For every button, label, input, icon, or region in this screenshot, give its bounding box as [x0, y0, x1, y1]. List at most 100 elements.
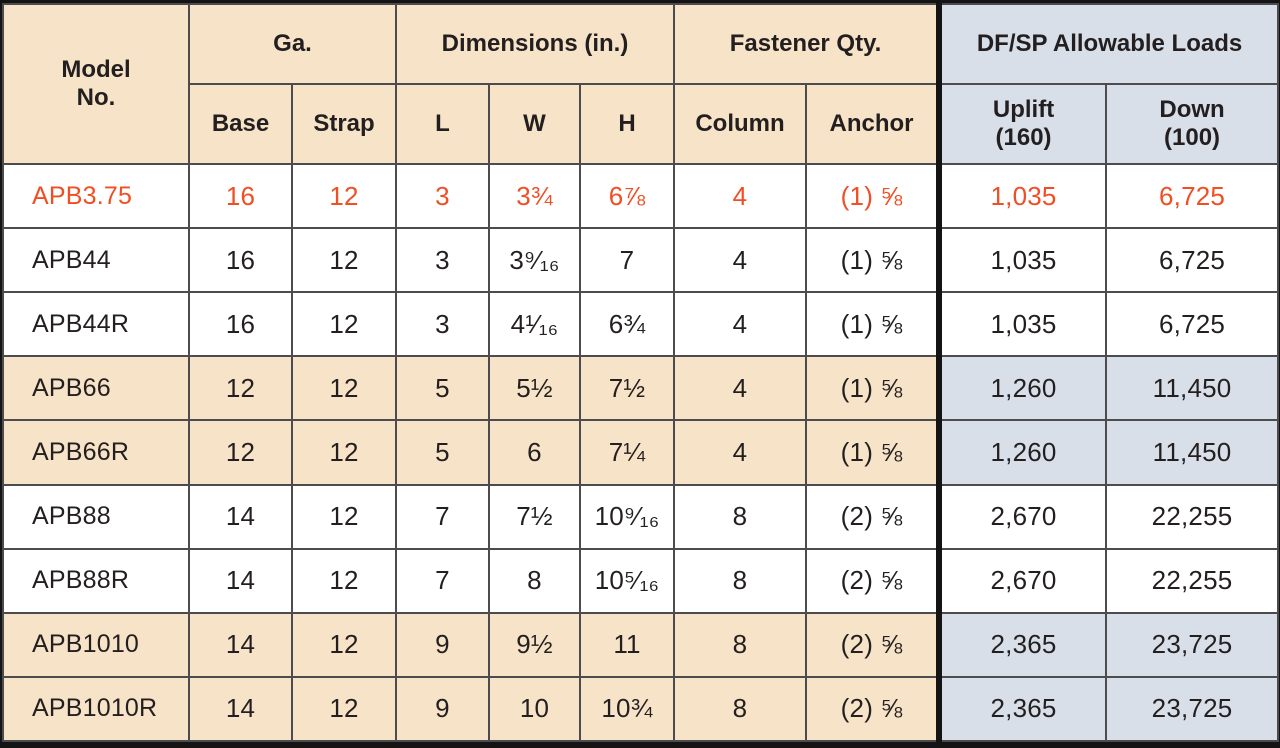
- cell-h: 7¼: [578, 419, 676, 486]
- table-header: Model No. Ga. Dimensions (in.) Fastener …: [2, 3, 1280, 165]
- cell-anchor: (2) ⅝: [805, 483, 941, 550]
- cell-h: 10⁵⁄₁₆: [578, 547, 676, 614]
- cell-uplift: 2,365: [936, 611, 1108, 678]
- header-h: H: [578, 83, 676, 165]
- cell-w: 6: [488, 419, 581, 486]
- cell-anchor: (2) ⅝: [805, 547, 941, 614]
- cell-l: 5: [395, 355, 490, 422]
- cell-strap: 12: [291, 547, 397, 614]
- header-group-ga: Ga.: [188, 3, 397, 85]
- cell-h: 6⅞: [578, 162, 676, 230]
- header-uplift-160: Uplift (160): [936, 83, 1108, 165]
- cell-model: APB44R: [2, 291, 190, 358]
- cell-anchor: (1) ⅝: [805, 162, 941, 230]
- cell-uplift: 2,670: [936, 547, 1108, 614]
- cell-down: 6,725: [1105, 291, 1280, 358]
- cell-strap: 12: [291, 611, 397, 678]
- cell-column: 4: [673, 355, 808, 422]
- cell-l: 9: [395, 611, 490, 678]
- cell-uplift: 1,035: [936, 291, 1108, 358]
- cell-down: 23,725: [1105, 611, 1280, 678]
- cell-model: APB1010R: [2, 675, 190, 743]
- cell-strap: 12: [291, 227, 397, 294]
- cell-column: 4: [673, 227, 808, 294]
- cell-strap: 12: [291, 291, 397, 358]
- cell-model: APB88R: [2, 547, 190, 614]
- cell-w: 10: [488, 675, 581, 743]
- cell-model: APB66R: [2, 419, 190, 486]
- cell-base: 14: [188, 547, 293, 614]
- cell-l: 3: [395, 291, 490, 358]
- apb-allowable-loads-table: Model No. Ga. Dimensions (in.) Fastener …: [2, 3, 1280, 743]
- cell-column: 8: [673, 611, 808, 678]
- cell-uplift: 1,035: [936, 162, 1108, 230]
- cell-model: APB1010: [2, 611, 190, 678]
- cell-down: 11,450: [1105, 355, 1280, 422]
- cell-l: 7: [395, 483, 490, 550]
- cell-w: 9½: [488, 611, 581, 678]
- cell-uplift: 1,260: [936, 419, 1108, 486]
- table-row-apb66r: APB66R 12 12 5 6 7¼ 4 (1) ⅝ 1,260 11,450: [2, 419, 1280, 486]
- cell-uplift: 1,035: [936, 227, 1108, 294]
- cell-column: 8: [673, 675, 808, 743]
- cell-strap: 12: [291, 162, 397, 230]
- cell-column: 8: [673, 547, 808, 614]
- cell-down: 11,450: [1105, 419, 1280, 486]
- cell-model: APB3.75: [2, 162, 190, 230]
- cell-l: 3: [395, 227, 490, 294]
- cell-anchor: (1) ⅝: [805, 419, 941, 486]
- cell-l: 9: [395, 675, 490, 743]
- cell-down: 6,725: [1105, 162, 1280, 230]
- cell-down: 22,255: [1105, 483, 1280, 550]
- cell-model: APB66: [2, 355, 190, 422]
- header-strap: Strap: [291, 83, 397, 165]
- cell-h: 10¾: [578, 675, 676, 743]
- header-anchor: Anchor: [805, 83, 941, 165]
- cell-w: 3¾: [488, 162, 581, 230]
- cell-model: APB44: [2, 227, 190, 294]
- cell-model: APB88: [2, 483, 190, 550]
- cell-w: 7½: [488, 483, 581, 550]
- header-column: Column: [673, 83, 808, 165]
- cell-uplift: 2,670: [936, 483, 1108, 550]
- cell-strap: 12: [291, 483, 397, 550]
- cell-anchor: (1) ⅝: [805, 355, 941, 422]
- cell-w: 4¹⁄₁₆: [488, 291, 581, 358]
- header-group-dimensions: Dimensions (in.): [394, 3, 676, 85]
- cell-column: 8: [673, 483, 808, 550]
- cell-base: 16: [188, 162, 293, 230]
- header-w: W: [488, 83, 581, 165]
- cell-down: 6,725: [1105, 227, 1280, 294]
- cell-base: 14: [188, 483, 293, 550]
- cell-h: 10⁹⁄₁₆: [578, 483, 676, 550]
- table-body: APB3.75 16 12 3 3¾ 6⅞ 4 (1) ⅝ 1,035 6,72…: [2, 162, 1280, 743]
- table-row-apb88: APB88 14 12 7 7½ 10⁹⁄₁₆ 8 (2) ⅝ 2,670 22…: [2, 483, 1280, 550]
- table-row-apb3-75: APB3.75 16 12 3 3¾ 6⅞ 4 (1) ⅝ 1,035 6,72…: [2, 162, 1280, 230]
- cell-uplift: 2,365: [936, 675, 1108, 743]
- cell-base: 16: [188, 227, 293, 294]
- header-base: Base: [188, 83, 293, 165]
- cell-strap: 12: [291, 675, 397, 743]
- header-sub-row: Base Strap L W H Column Anchor Uplift (1…: [3, 83, 1280, 165]
- cell-h: 6¾: [578, 291, 676, 358]
- header-group-allowable-loads: DF/SP Allowable Loads: [936, 3, 1280, 85]
- header-model-no: Model No.: [2, 3, 190, 165]
- table-row-apb1010r: APB1010R 14 12 9 10 10¾ 8 (2) ⅝ 2,365 23…: [2, 675, 1280, 743]
- cell-column: 4: [673, 162, 808, 230]
- cell-base: 12: [188, 355, 293, 422]
- cell-base: 12: [188, 419, 293, 486]
- cell-base: 14: [188, 675, 293, 743]
- table-row-apb88r: APB88R 14 12 7 8 10⁵⁄₁₆ 8 (2) ⅝ 2,670 22…: [2, 547, 1280, 614]
- table-row-apb44r: APB44R 16 12 3 4¹⁄₁₆ 6¾ 4 (1) ⅝ 1,035 6,…: [2, 291, 1280, 358]
- cell-down: 23,725: [1105, 675, 1280, 743]
- header-down-100: Down (100): [1105, 83, 1280, 165]
- cell-w: 3⁹⁄₁₆: [488, 227, 581, 294]
- cell-h: 7: [578, 227, 676, 294]
- header-group-fastener-qty: Fastener Qty.: [673, 3, 941, 85]
- cell-l: 7: [395, 547, 490, 614]
- cell-w: 8: [488, 547, 581, 614]
- table-row-apb1010: APB1010 14 12 9 9½ 11 8 (2) ⅝ 2,365 23,7…: [2, 611, 1280, 678]
- cell-h: 7½: [578, 355, 676, 422]
- cell-strap: 12: [291, 355, 397, 422]
